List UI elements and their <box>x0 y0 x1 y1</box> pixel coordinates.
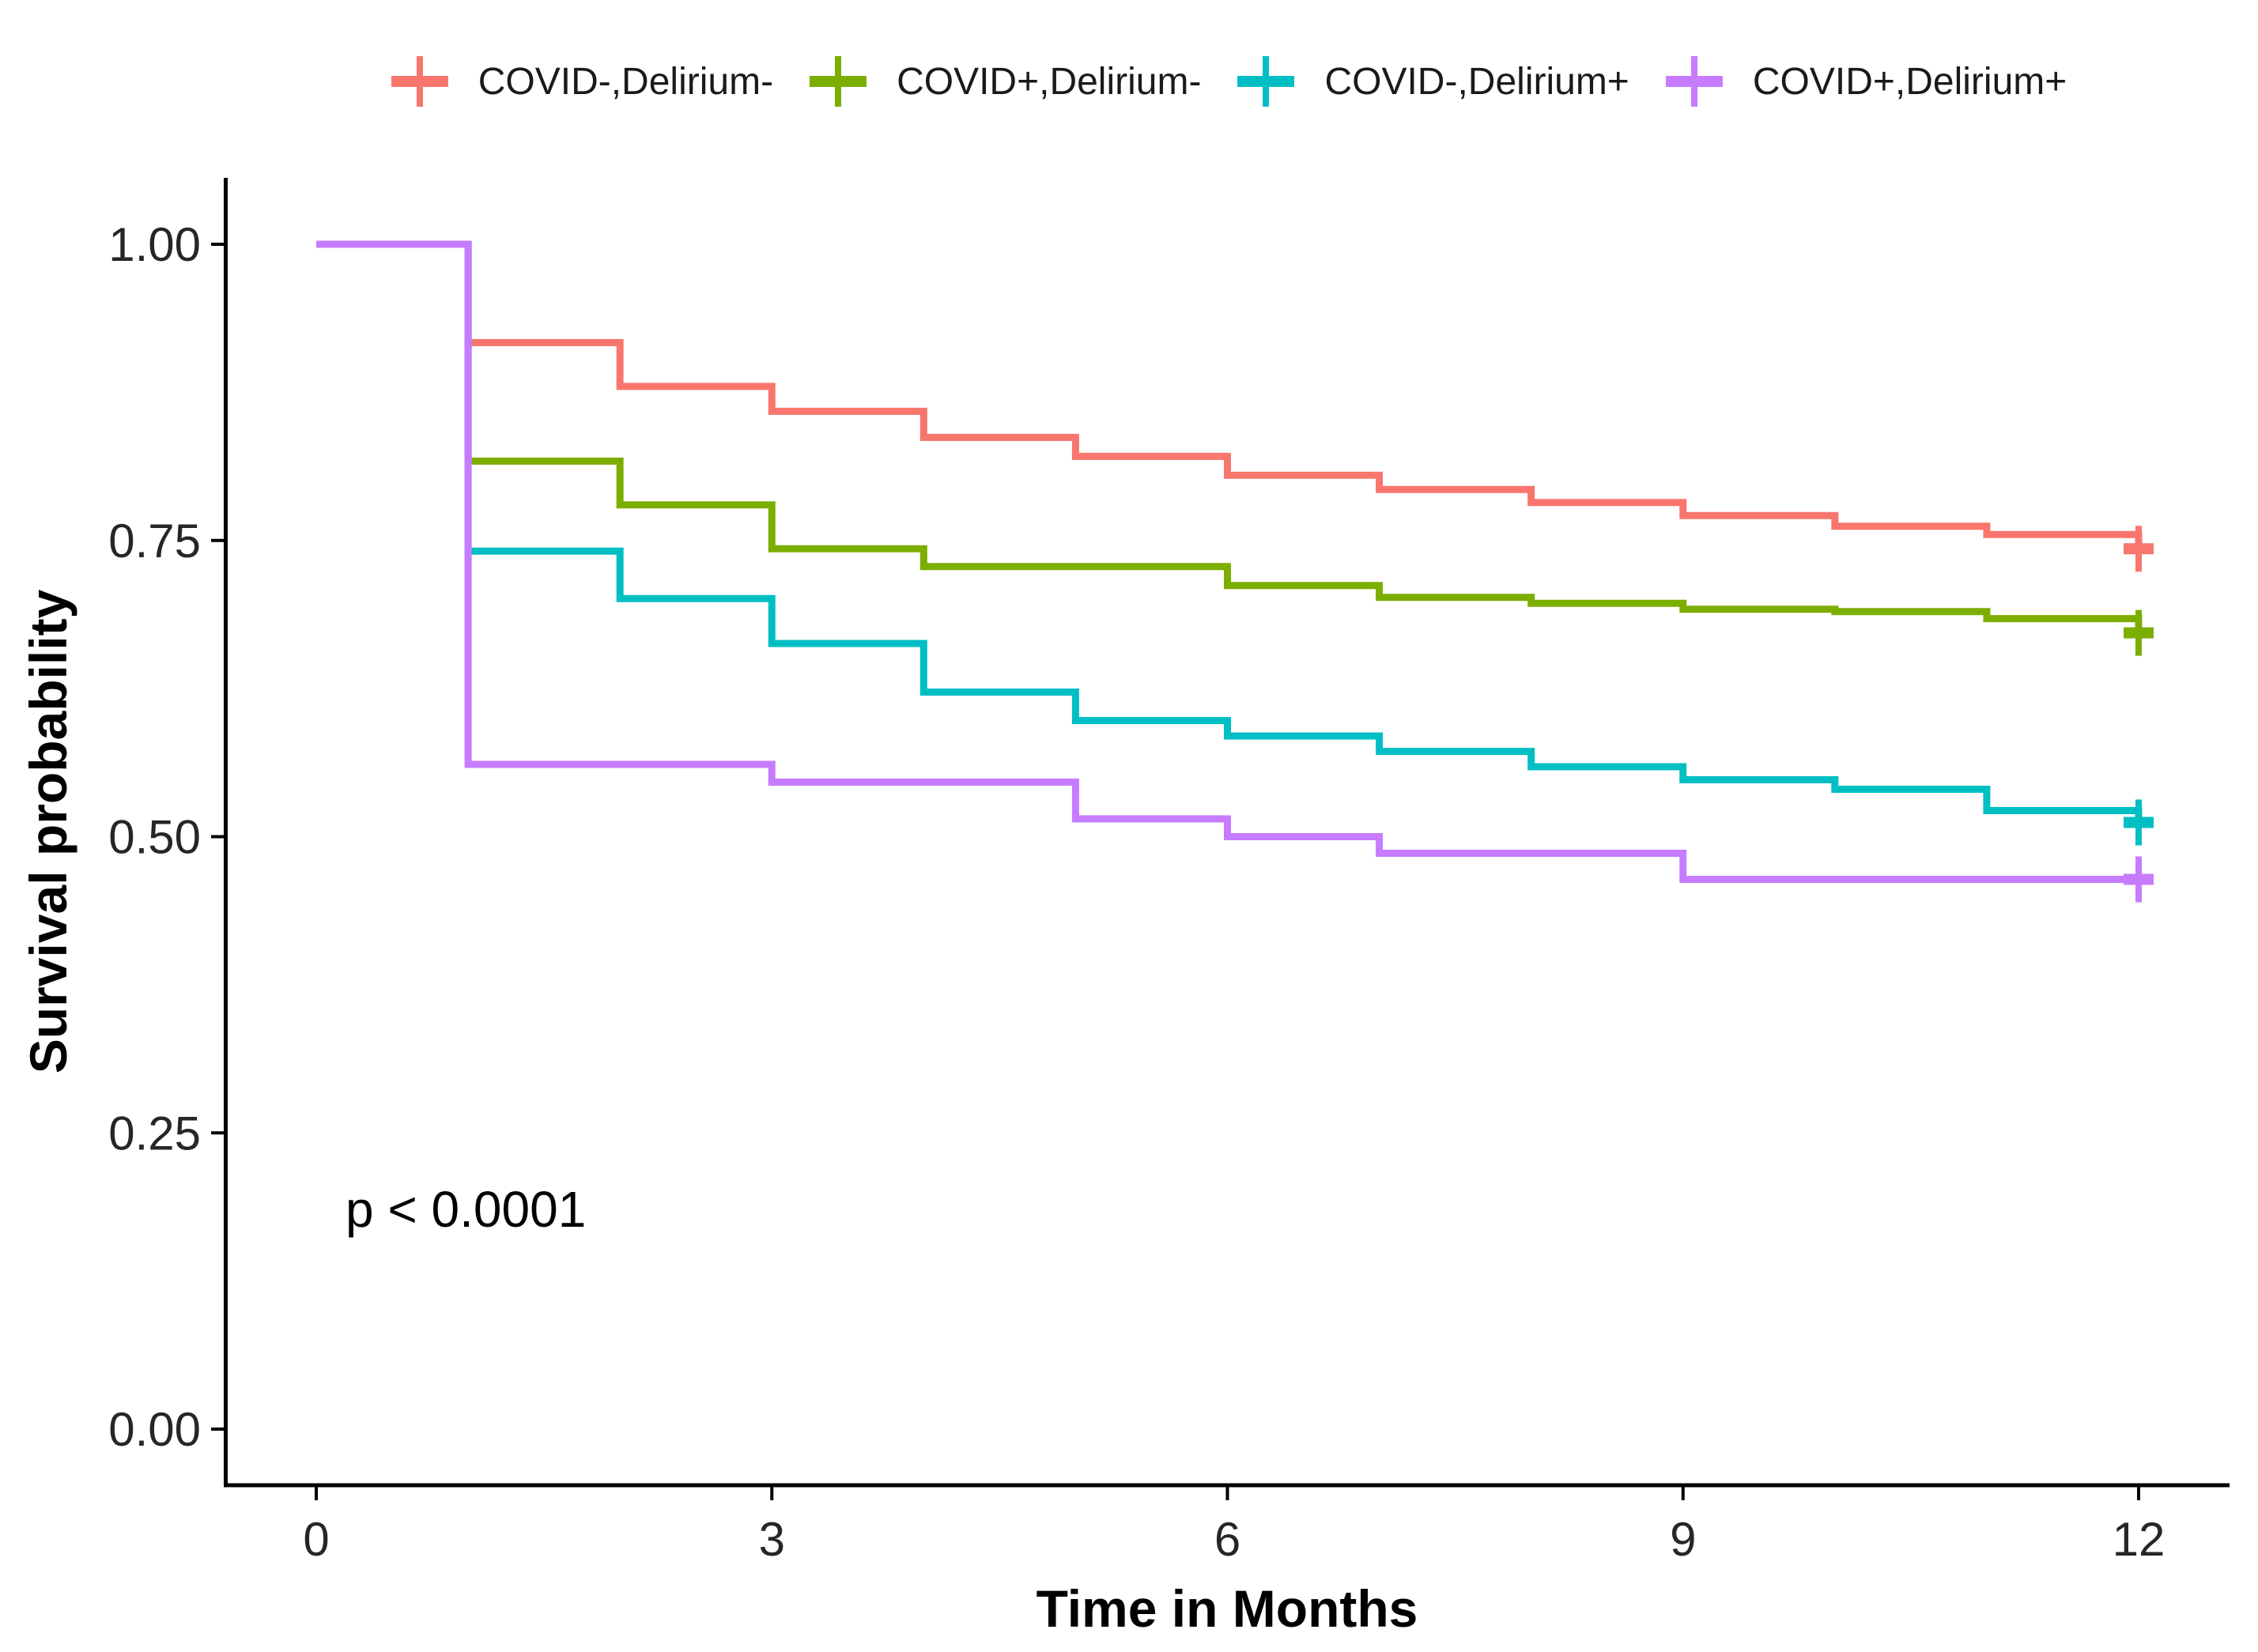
legend-item-covid-pos-delirium-pos: COVID+,Delirium+ <box>1663 50 2067 113</box>
y-tick-label: 0.25 <box>108 1107 201 1160</box>
survival-curve-covidpos-deliriumpos <box>316 240 2139 883</box>
legend-item-covid-neg-delirium-neg: COVID-,Delirium- <box>388 50 773 113</box>
x-axis-title: Time in Months <box>1036 1579 1418 1638</box>
survival-curve-covidpos-deliriumneg <box>316 240 2143 633</box>
x-tick-label: 6 <box>1214 1513 1240 1566</box>
legend-item-label: COVID+,Delirium+ <box>1752 60 2067 103</box>
y-axis-title: Survival probability <box>19 589 77 1073</box>
y-tick-label: 0.00 <box>108 1403 201 1456</box>
p-value-annotation: p < 0.0001 <box>345 1181 586 1238</box>
survival-curves <box>316 240 2154 903</box>
x-tick-label: 9 <box>1670 1513 1696 1566</box>
survival-curve-covidneg-deliriumneg <box>316 240 2143 549</box>
plus-censor-key-icon <box>1237 56 1295 107</box>
legend-item-label: COVID-,Delirium+ <box>1324 60 1629 103</box>
legend-item-label: COVID+,Delirium- <box>897 60 1202 103</box>
y-tick-label: 1.00 <box>108 218 201 271</box>
plus-censor-key-icon <box>1665 56 1723 107</box>
x-tick-label: 3 <box>759 1513 785 1566</box>
y-tick-label: 0.50 <box>108 811 201 864</box>
legend-item-label: COVID-,Delirium- <box>478 60 774 103</box>
legend-item-covid-neg-delirium-pos: COVID-,Delirium+ <box>1234 50 1629 113</box>
plus-censor-key-icon <box>391 56 448 107</box>
legend: COVID-,Delirium- COVID+,Delirium- COVID-… <box>225 38 2230 125</box>
plus-censor-key-icon <box>810 56 867 107</box>
legend-item-covid-pos-delirium-neg: COVID+,Delirium- <box>806 50 1201 113</box>
x-tick-label: 0 <box>303 1513 329 1566</box>
survival-curve-covidneg-deliriumpos <box>316 240 2143 823</box>
y-tick-label: 0.75 <box>108 515 201 568</box>
x-tick-label: 12 <box>2113 1513 2165 1566</box>
